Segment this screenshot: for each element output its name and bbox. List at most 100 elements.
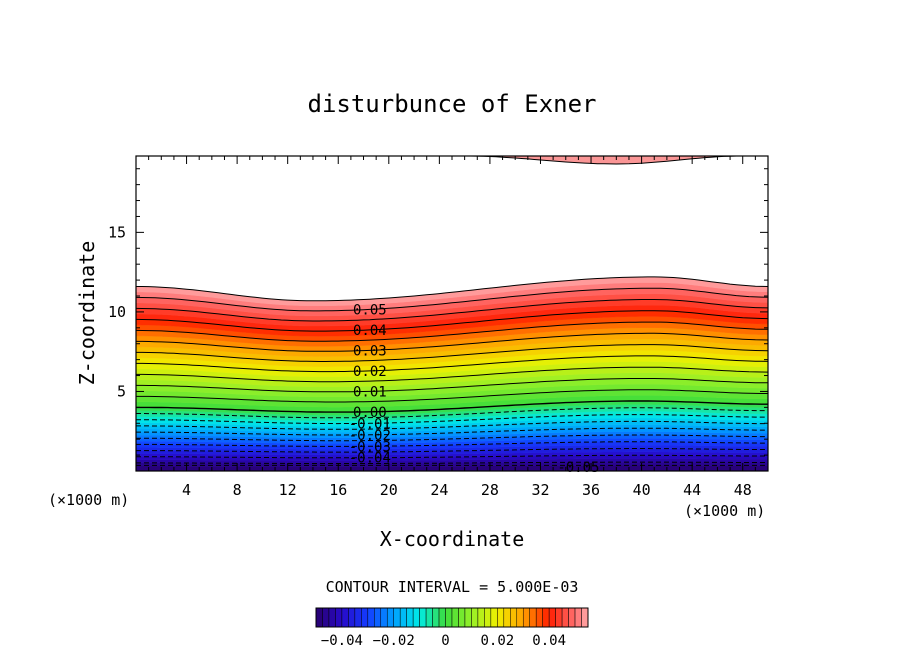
colorbar-cell xyxy=(555,607,563,628)
contour-line xyxy=(136,321,768,342)
contour-line xyxy=(136,310,768,332)
x-tick-label: 44 xyxy=(683,481,701,499)
contour-label: 0.00 xyxy=(353,405,387,421)
x-tick-label: 32 xyxy=(531,481,549,499)
colorbar-cell xyxy=(335,607,343,628)
contour-line xyxy=(136,276,768,302)
contour-label: 0.05 xyxy=(353,302,387,318)
contour-label-layer: 0.05 0.04 0.03 0.02 0.01 0.00-0.01-0.02-0.03-… xyxy=(349,302,600,476)
x-units-left: (×1000 m) xyxy=(48,491,129,509)
contour-label: -0.03 xyxy=(349,439,391,455)
colorbar-cell xyxy=(341,607,349,628)
colorbar-cell xyxy=(568,607,576,628)
colorbar-cell xyxy=(393,607,401,628)
colorbar-cell xyxy=(484,607,492,628)
colorbar xyxy=(315,607,589,628)
colorbar-cell xyxy=(386,607,394,628)
y-axis-ticks: 5 10 15 xyxy=(108,168,768,456)
x-tick-label: 16 xyxy=(329,481,347,499)
contour-line xyxy=(136,448,768,453)
colorbar-cell xyxy=(535,607,543,628)
colorbar-cell xyxy=(574,607,582,628)
colorbar-cell xyxy=(451,607,459,628)
colorbar-cell xyxy=(348,607,356,628)
colorbar-cell xyxy=(399,607,407,628)
contour-line xyxy=(136,414,768,425)
colorbar-cell xyxy=(561,607,569,628)
colorbar-tick-label: −0.04 xyxy=(321,633,363,649)
colorbar-cell xyxy=(503,607,511,628)
colorbar-cell xyxy=(322,607,330,628)
contour-line xyxy=(136,461,768,464)
contour-line xyxy=(136,389,768,403)
colorbar-cell xyxy=(419,607,427,628)
x-tick-label: 36 xyxy=(582,481,600,499)
colorbar-cell xyxy=(438,607,446,628)
y-tick-label: 5 xyxy=(117,382,126,400)
contour-line xyxy=(136,400,768,413)
x-tick-label: 12 xyxy=(279,481,297,499)
colorbar-frame xyxy=(315,607,589,628)
colorbar-cell xyxy=(328,607,336,628)
x-units-right: (×1000 m) xyxy=(684,502,765,520)
colorbar-cell xyxy=(315,607,323,628)
contour-label: 0.01 xyxy=(353,384,387,400)
contour-line-layer xyxy=(136,276,768,466)
x-tick-label: 24 xyxy=(430,481,448,499)
x-axis-label: X-coordinate xyxy=(380,527,525,551)
contour-label: 0.02 xyxy=(353,364,387,380)
x-tick-label: 48 xyxy=(734,481,752,499)
colorbar-cell xyxy=(445,607,453,628)
colorbar-cell xyxy=(516,607,524,628)
contour-line xyxy=(136,434,768,442)
y-tick-label: 15 xyxy=(108,223,126,241)
colorbar-cell xyxy=(542,607,550,628)
colorbar-cell xyxy=(432,607,440,628)
colorbar-cell xyxy=(510,607,518,628)
x-tick-label: 40 xyxy=(633,481,651,499)
colorbar-tick-label: 0 xyxy=(441,633,449,649)
colorbar-cell xyxy=(374,607,382,628)
contour-line xyxy=(136,454,768,459)
colorbar-cell xyxy=(354,607,362,628)
x-tick-label: 20 xyxy=(380,481,398,499)
colorbar-cell xyxy=(464,607,472,628)
contour-label: -0.04 xyxy=(349,451,391,467)
contour-line xyxy=(136,441,768,447)
x-tick-label: 8 xyxy=(233,481,242,499)
contour-label: 0.03 xyxy=(353,343,387,359)
contour-line xyxy=(136,344,768,362)
contour-interval-text: CONTOUR INTERVAL = 5.000E-03 xyxy=(326,578,579,596)
contour-line xyxy=(136,420,768,430)
colorbar-cell xyxy=(471,607,479,628)
colorbar-tick-labels: −0.04 −0.02 0 0.02 0.04 xyxy=(321,633,566,649)
contour-line xyxy=(136,287,768,312)
colorbar-cell xyxy=(581,607,589,628)
colorbar-cell xyxy=(497,607,505,628)
colorbar-cell xyxy=(367,607,375,628)
colorbar-tick-label: −0.02 xyxy=(373,633,415,649)
x-axis-ticks: 4 8 12 16 20 24 28 32 36 40 44 48 xyxy=(148,156,756,499)
contour-line xyxy=(136,299,768,322)
contour-line xyxy=(136,407,768,419)
y-axis-label: Z-coordinate xyxy=(75,241,99,386)
contour-line xyxy=(136,332,768,352)
colorbar-cell xyxy=(406,607,414,628)
colorbar-cell xyxy=(380,607,388,628)
y-tick-label: 10 xyxy=(108,303,126,321)
x-tick-label: 28 xyxy=(481,481,499,499)
colorbar-cell xyxy=(361,607,369,628)
colorbar-tick-label: 0.04 xyxy=(532,633,566,649)
colorbar-cell xyxy=(548,607,556,628)
contour-line xyxy=(136,366,768,383)
colorbar-cell xyxy=(412,607,420,628)
contour-line xyxy=(136,378,768,393)
colorbar-tick-label: 0.02 xyxy=(480,633,514,649)
colorbar-cell xyxy=(522,607,530,628)
x-tick-label: 4 xyxy=(182,481,191,499)
colorbar-cell xyxy=(529,607,537,628)
contour-label: -0.01 xyxy=(349,416,391,432)
contour-label: -0.02 xyxy=(349,428,391,444)
